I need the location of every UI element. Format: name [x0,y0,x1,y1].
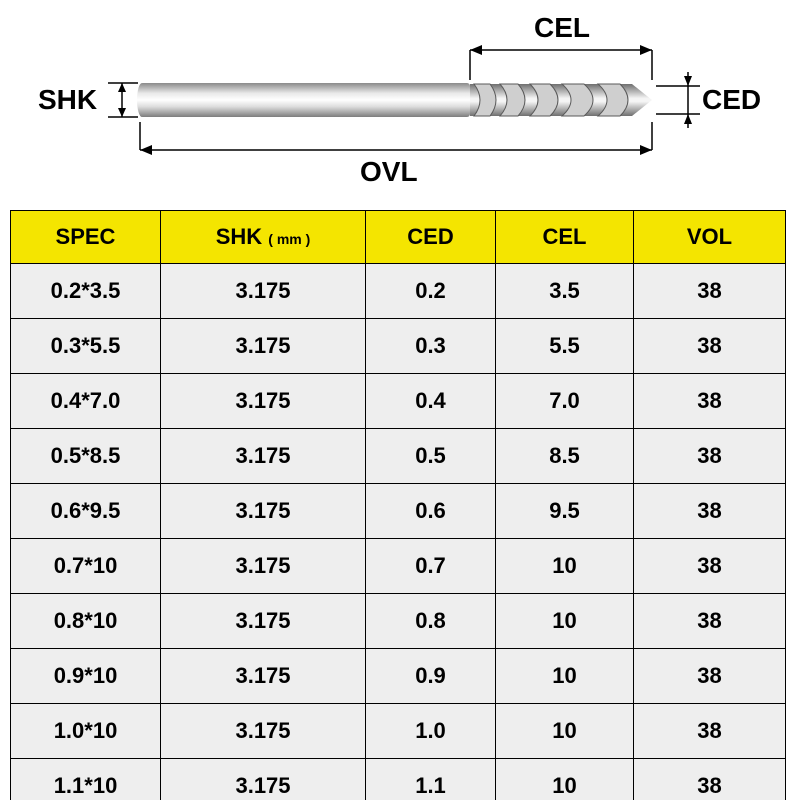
cell-cel: 10 [496,649,634,704]
cell-vol: 38 [634,594,786,649]
cell-spec: 0.8*10 [11,594,161,649]
cell-spec: 0.5*8.5 [11,429,161,484]
table-row: 0.3*5.53.1750.35.538 [11,319,786,374]
dim-ced-bracket [656,72,700,128]
cell-ced: 0.9 [366,649,496,704]
cell-spec: 0.6*9.5 [11,484,161,539]
drill-shank [140,83,470,117]
cell-vol: 38 [634,704,786,759]
cell-vol: 38 [634,374,786,429]
cell-shk: 3.175 [161,594,366,649]
cell-shk: 3.175 [161,374,366,429]
cell-vol: 38 [634,484,786,539]
table-row: 0.5*8.53.1750.58.538 [11,429,786,484]
cell-shk: 3.175 [161,264,366,319]
table-row: 0.4*7.03.1750.47.038 [11,374,786,429]
col-header-spec: SPEC [11,211,161,264]
spec-table-header-row: SPEC SHK ( mm ) CED CEL VOL [11,211,786,264]
cell-spec: 0.3*5.5 [11,319,161,374]
table-row: 0.6*9.53.1750.69.538 [11,484,786,539]
cell-ced: 1.1 [366,759,496,800]
cell-vol: 38 [634,649,786,704]
cell-ced: 0.5 [366,429,496,484]
cell-vol: 38 [634,429,786,484]
col-header-shk-label: SHK [216,224,262,249]
cell-shk: 3.175 [161,539,366,594]
cell-shk: 3.175 [161,759,366,800]
drill-diagram: SHK OVL CEL CED [0,0,800,195]
cell-ced: 0.7 [366,539,496,594]
cell-shk: 3.175 [161,319,366,374]
spec-table-body: 0.2*3.53.1750.23.5380.3*5.53.1750.35.538… [11,264,786,800]
cell-cel: 10 [496,759,634,800]
label-ovl: OVL [360,156,418,188]
cell-ced: 0.4 [366,374,496,429]
cell-vol: 38 [634,539,786,594]
cell-shk: 3.175 [161,484,366,539]
cell-ced: 1.0 [366,704,496,759]
cell-spec: 1.0*10 [11,704,161,759]
label-ced: CED [702,84,761,116]
cell-spec: 1.1*10 [11,759,161,800]
table-row: 0.9*103.1750.91038 [11,649,786,704]
spec-table-wrap: SPEC SHK ( mm ) CED CEL VOL [10,210,785,800]
drill-shank-cap [137,83,147,117]
col-header-vol-label: VOL [687,224,732,249]
dim-cel [470,45,652,80]
cell-cel: 8.5 [496,429,634,484]
cell-spec: 0.4*7.0 [11,374,161,429]
cell-spec: 0.2*3.5 [11,264,161,319]
cell-shk: 3.175 [161,429,366,484]
col-header-shk: SHK ( mm ) [161,211,366,264]
col-header-ced-label: CED [407,224,453,249]
table-row: 0.7*103.1750.71038 [11,539,786,594]
col-header-cel-label: CEL [543,224,587,249]
cell-shk: 3.175 [161,704,366,759]
label-cel: CEL [534,12,590,44]
table-row: 1.1*103.1751.11038 [11,759,786,800]
cell-shk: 3.175 [161,649,366,704]
cell-cel: 10 [496,594,634,649]
drill-tip [632,84,652,116]
dim-ovl [140,122,652,155]
cell-vol: 38 [634,319,786,374]
cell-vol: 38 [634,264,786,319]
cell-cel: 9.5 [496,484,634,539]
table-row: 0.2*3.53.1750.23.538 [11,264,786,319]
cell-cel: 5.5 [496,319,634,374]
cell-cel: 10 [496,704,634,759]
cell-cel: 7.0 [496,374,634,429]
dim-shk-bracket [108,83,138,117]
col-header-shk-unit: ( mm ) [268,231,310,247]
cell-cel: 3.5 [496,264,634,319]
cell-ced: 0.6 [366,484,496,539]
col-header-vol: VOL [634,211,786,264]
table-row: 0.8*103.1750.81038 [11,594,786,649]
cell-vol: 38 [634,759,786,800]
cell-ced: 0.3 [366,319,496,374]
col-header-cel: CEL [496,211,634,264]
cell-ced: 0.8 [366,594,496,649]
label-shk: SHK [38,84,97,116]
table-row: 1.0*103.1751.01038 [11,704,786,759]
cell-ced: 0.2 [366,264,496,319]
col-header-ced: CED [366,211,496,264]
cell-cel: 10 [496,539,634,594]
col-header-spec-label: SPEC [56,224,116,249]
cell-spec: 0.9*10 [11,649,161,704]
cell-spec: 0.7*10 [11,539,161,594]
spec-table: SPEC SHK ( mm ) CED CEL VOL [10,210,786,800]
